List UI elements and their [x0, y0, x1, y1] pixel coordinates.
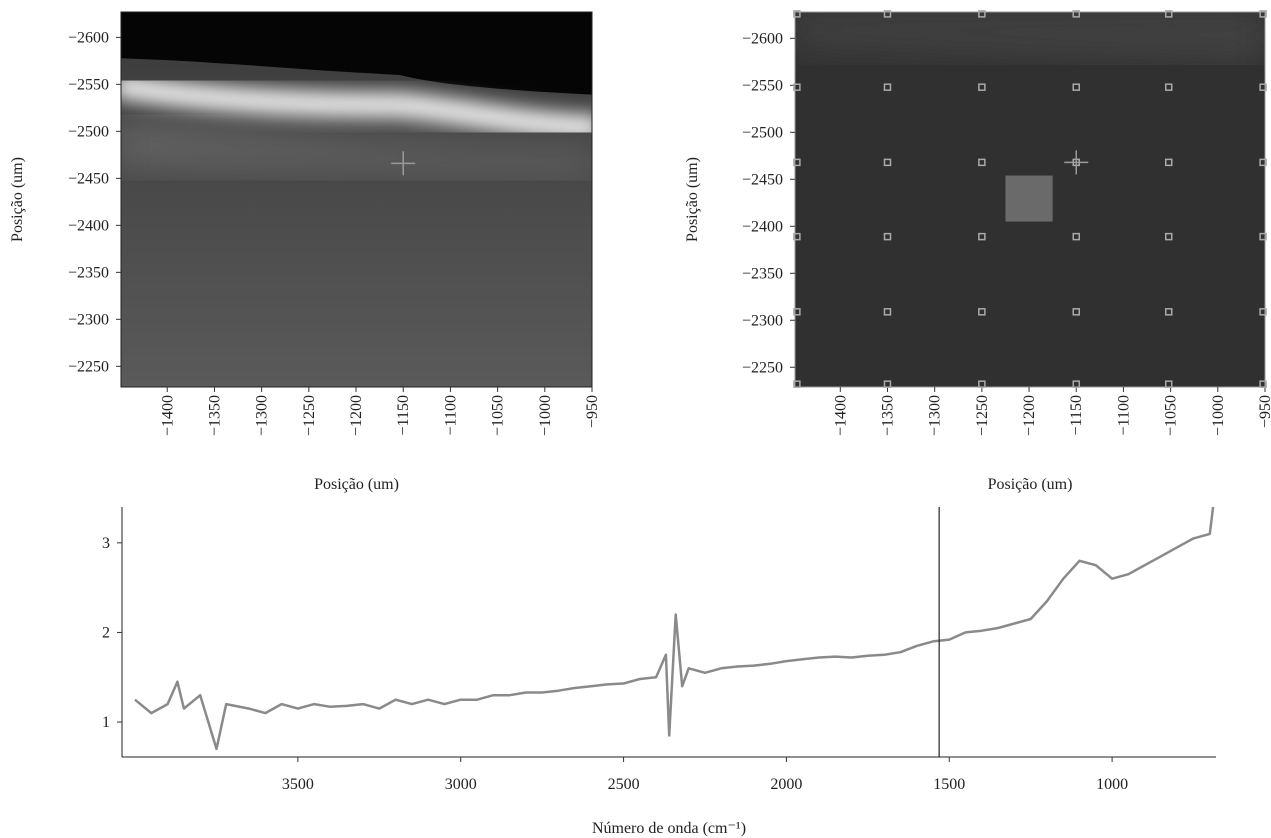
grid-point	[1164, 380, 1173, 388]
y-tick-label: −2550	[68, 76, 109, 93]
x-tick-label: −1200	[1021, 395, 1038, 436]
x-axis-label: Posição (um)	[314, 476, 399, 493]
grid-point	[1072, 232, 1080, 241]
grid-point	[793, 232, 801, 241]
selection	[1005, 175, 1053, 222]
x-tick-label: −1350	[206, 395, 223, 436]
x-tick-label: 3500	[282, 776, 314, 793]
y-tick-label: −2600	[68, 29, 109, 46]
y-tick-label: 2	[102, 624, 110, 641]
grid-point	[1259, 83, 1267, 91]
x-tick-label: −1000	[1210, 395, 1227, 436]
x-tick-label: −950	[1257, 395, 1271, 428]
x-tick-label: 3000	[445, 776, 477, 793]
y-tick-label: −2350	[742, 265, 783, 282]
x-tick-label: −1200	[348, 395, 365, 436]
x-tick-label: −1400	[159, 395, 176, 436]
y-tick-label: −2300	[742, 312, 783, 329]
x-tick-label: −1100	[1115, 395, 1132, 435]
grid-point	[1164, 10, 1173, 18]
y-tick-label: −2400	[742, 218, 783, 235]
grid-point	[978, 232, 986, 241]
x-axis-label: Posição (um)	[988, 476, 1073, 493]
y-axis-label: Posição (um)	[9, 157, 26, 242]
grid-point	[978, 83, 986, 91]
x-tick-label: −1150	[1068, 395, 1085, 435]
x-tick-label: −1400	[832, 395, 849, 436]
x-tick-label: 2500	[608, 776, 640, 793]
y-tick-label: −2400	[68, 217, 109, 234]
grid-point	[1072, 308, 1080, 316]
grid-point	[1164, 83, 1173, 91]
x-tick-label: −1300	[927, 395, 944, 436]
y-tick-label: −2250	[68, 358, 109, 375]
x-tick-label: −1250	[301, 395, 318, 436]
grid-point	[978, 380, 986, 388]
y-tick-label: 3	[102, 535, 110, 552]
y-tick-label: −2300	[68, 311, 109, 328]
x-axis-label: Número de onda (cm⁻¹)	[592, 820, 746, 837]
grid-point	[883, 380, 892, 388]
grid-point	[1072, 380, 1080, 388]
grid-point	[793, 10, 801, 18]
x-tick-label: −1250	[974, 395, 991, 436]
grid-point	[883, 83, 892, 91]
grid-point	[1164, 158, 1173, 167]
grid-point	[883, 10, 892, 18]
x-tick-label: 2000	[770, 776, 802, 793]
x-tick-label: −1050	[1163, 395, 1180, 436]
grid-point	[978, 308, 986, 316]
spectrum-line	[134, 506, 1215, 751]
grid-point	[1164, 308, 1173, 316]
y-tick-label: −2550	[742, 77, 783, 94]
grid-point	[793, 308, 801, 316]
grid-point	[1164, 232, 1173, 241]
x-tick-label: −1300	[254, 395, 271, 436]
x-tick-label: −950	[584, 395, 601, 428]
y-axis-label: Posição (um)	[684, 157, 701, 242]
grid-point	[1259, 158, 1267, 167]
x-tick-label: 1000	[1096, 776, 1128, 793]
grid-point	[883, 158, 892, 167]
grid-point	[883, 308, 892, 316]
y-tick-label: −2350	[68, 264, 109, 281]
grid-point	[883, 232, 892, 241]
grid-point	[978, 10, 986, 18]
plot-frame	[794, 11, 1266, 388]
x-tick-label: −1100	[442, 395, 459, 435]
grid-point	[1259, 308, 1267, 316]
x-tick-label: −1150	[395, 395, 412, 435]
y-tick-label: −2450	[68, 170, 109, 187]
x-tick-label: −1000	[537, 395, 554, 436]
image-1	[121, 12, 592, 387]
x-tick-label: −1050	[490, 395, 507, 436]
grid-point	[1072, 83, 1080, 91]
grid-point	[1259, 10, 1267, 18]
y-tick-label: −2250	[742, 359, 783, 376]
y-tick-label: −2500	[68, 123, 109, 140]
grid-point	[793, 83, 801, 91]
grid-point	[978, 158, 986, 167]
y-tick-label: 1	[102, 714, 110, 731]
grid-point	[793, 158, 801, 167]
grid-point	[1072, 10, 1080, 18]
grid-point	[1259, 380, 1267, 388]
x-tick-label: −1350	[879, 395, 896, 436]
grid-point	[793, 380, 801, 388]
y-tick-label: −2500	[742, 124, 783, 141]
x-tick-label: 1500	[933, 776, 965, 793]
y-tick-label: −2600	[742, 30, 783, 47]
grid-point	[1259, 232, 1267, 241]
y-tick-label: −2450	[742, 171, 783, 188]
